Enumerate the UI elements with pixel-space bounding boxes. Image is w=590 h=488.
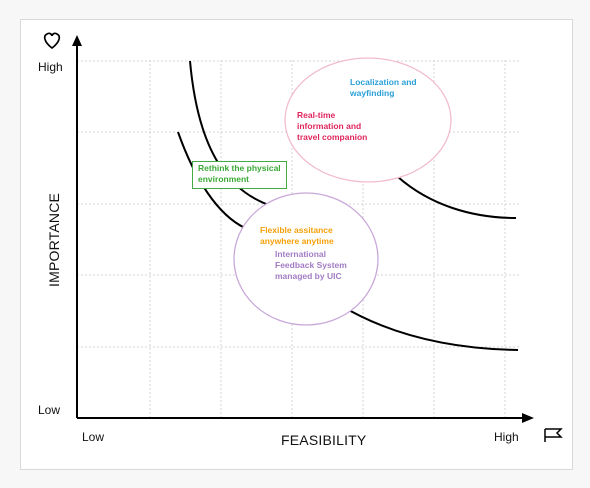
purple-circle: [233, 192, 379, 326]
x-high-label: High: [494, 430, 519, 444]
lower-curve: [177, 131, 519, 351]
note-international: International Feedback System managed by…: [275, 249, 347, 281]
y-high-label: High: [38, 60, 63, 74]
y-axis-arrowhead: [72, 35, 82, 46]
note-flexible: Flexible assitance anywhere anytime: [260, 225, 334, 246]
heart-outline-icon: [43, 32, 61, 50]
flag-icon: [544, 428, 563, 442]
y-axis-title: IMPORTANCE: [46, 192, 62, 287]
x-low-label: Low: [82, 430, 105, 444]
x-axis-arrowhead: [522, 413, 534, 423]
note-localization: Localization and wayfinding: [350, 77, 417, 98]
pink-circle: [284, 57, 452, 183]
note-rethink: Rethink the physical environment: [192, 161, 287, 189]
x-axis-title: FEASIBILITY: [281, 432, 367, 448]
y-low-label: Low: [38, 403, 61, 417]
note-realtime: Real-time information and travel compani…: [297, 110, 368, 142]
